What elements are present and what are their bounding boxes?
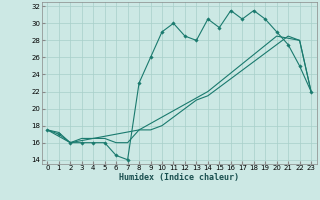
X-axis label: Humidex (Indice chaleur): Humidex (Indice chaleur) (119, 173, 239, 182)
